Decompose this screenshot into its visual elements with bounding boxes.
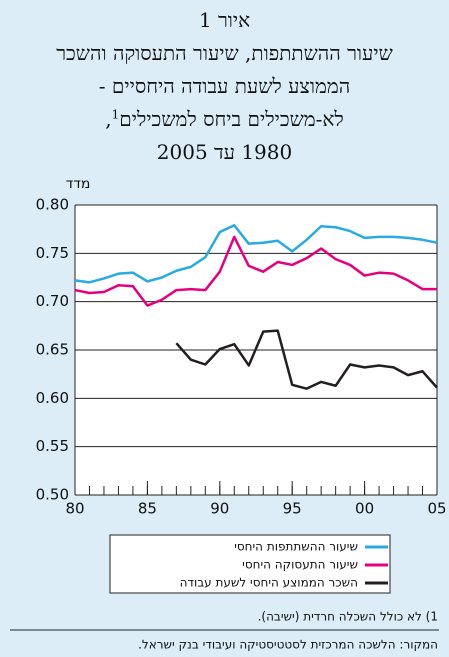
y-tick-label: 0.60 — [36, 389, 69, 407]
x-tick-label: 95 — [283, 500, 302, 518]
title-sup: 1 — [111, 107, 120, 122]
x-tick-label: 80 — [65, 500, 84, 518]
y-tick-label: 0.75 — [36, 244, 69, 262]
title-text: לא-משכילים ביחס למשכילים — [119, 107, 344, 131]
x-tick-label: 90 — [210, 500, 229, 518]
series-line — [74, 224, 438, 284]
x-tick-label: 00 — [355, 500, 374, 518]
title-line: איור 1 — [198, 8, 251, 32]
x-tick-label: 05 — [427, 500, 446, 518]
legend-label: השכר הממוצע היחסי לשעת עבודה — [180, 576, 358, 590]
y-tick-label: 0.55 — [36, 437, 69, 455]
title-line: לא-משכילים ביחס למשכילים1, — [0, 103, 449, 136]
y-tick-label: 0.50 — [36, 486, 69, 504]
source: המקור: הלשכה המרכזית לסטטיסטיקה ועיבודי … — [138, 638, 438, 652]
title-end: , — [105, 107, 112, 131]
footnote: 1) לא כולל השכלה חרדית (ישיבה). — [258, 610, 438, 624]
y-tick-label: 0.70 — [36, 292, 69, 310]
legend — [109, 534, 391, 594]
x-tick-label: 85 — [138, 500, 157, 518]
y-tick-label: 0.65 — [36, 341, 69, 359]
y-axis-label: מדד — [66, 176, 91, 192]
legend-label: שיעור התעסוקה היחסי — [242, 558, 358, 572]
title: איור 1 שיעור ההשתתפות, שיעור התעסוקה והש… — [0, 4, 449, 169]
title-line: הממוצע לשעת עבודה היחסיים - — [98, 74, 351, 98]
series-line — [175, 329, 438, 390]
series-line — [74, 235, 437, 307]
title-line: 1980 עד 2005 — [156, 140, 293, 164]
legend-label: שיעור ההשתתפות היחסי — [234, 540, 358, 554]
title-line: שיעור ההשתתפות, שיעור התעסוקה והשכר — [56, 41, 393, 65]
y-tick-label: 0.80 — [36, 196, 69, 214]
